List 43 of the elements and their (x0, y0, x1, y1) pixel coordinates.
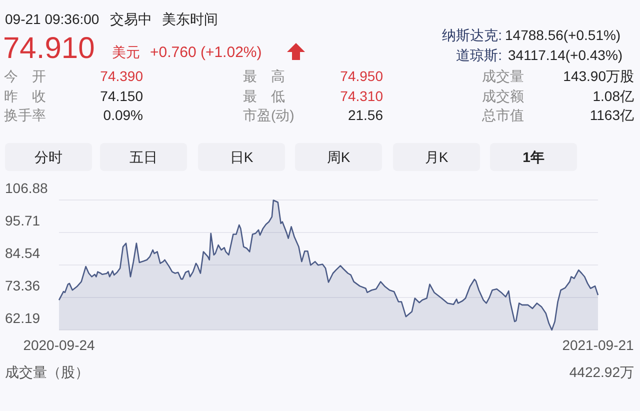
text: 月K (424, 149, 449, 165)
text: 74.150 (100, 88, 144, 104)
text: 74.910 (3, 32, 95, 65)
x-tick-label: 2020-09-24 (23, 337, 96, 353)
y-tick-label: 106.88 (5, 180, 48, 196)
text: 1163亿 (590, 107, 634, 123)
text: 成交额 (482, 88, 524, 104)
text: 五日 (130, 149, 158, 165)
y-tick-label: 95.71 (5, 212, 40, 228)
text: 09-21 09:36:00 (5, 11, 100, 27)
text: 4422.92万 (569, 364, 634, 380)
text: 74.390 (100, 68, 144, 84)
text: 昨 收 (4, 88, 46, 104)
text: 0.09% (103, 107, 143, 123)
text: 美东时间 (162, 11, 218, 27)
text: 换手率 (4, 107, 46, 123)
text: 成交量 (482, 68, 524, 84)
text: 纳斯达克: (442, 27, 502, 43)
text: 14788.56(+0.51%) (505, 27, 621, 43)
text: 市盈(动) (243, 107, 294, 123)
text: 143.90万股 (563, 68, 634, 84)
text: 道琼斯: (456, 47, 502, 63)
y-tick-label: 84.54 (5, 244, 40, 261)
text: 21.56 (348, 107, 384, 123)
text: 最 高 (243, 68, 285, 84)
y-tick-label: 73.36 (5, 278, 40, 294)
text: 今 开 (4, 68, 46, 84)
text: 美元 (112, 44, 140, 60)
text: 74.310 (340, 88, 384, 104)
x-tick-label: 2021-09-21 (562, 337, 634, 353)
text: 1.08亿 (592, 88, 634, 104)
y-tick-label: 62.19 (5, 310, 40, 326)
text: +0.760 (+1.02%) (150, 44, 262, 61)
text: 交易中 (110, 11, 152, 27)
text: 成交量（股） (5, 364, 89, 380)
text: 34117.14(+0.43%) (508, 47, 623, 63)
text: 1年 (522, 149, 544, 165)
text: 总市值 (481, 107, 524, 123)
text: 分时 (34, 149, 62, 165)
text: 最 低 (243, 88, 285, 104)
text: 日K (230, 149, 254, 165)
text: 74.950 (340, 68, 384, 84)
text: 周K (326, 149, 351, 165)
